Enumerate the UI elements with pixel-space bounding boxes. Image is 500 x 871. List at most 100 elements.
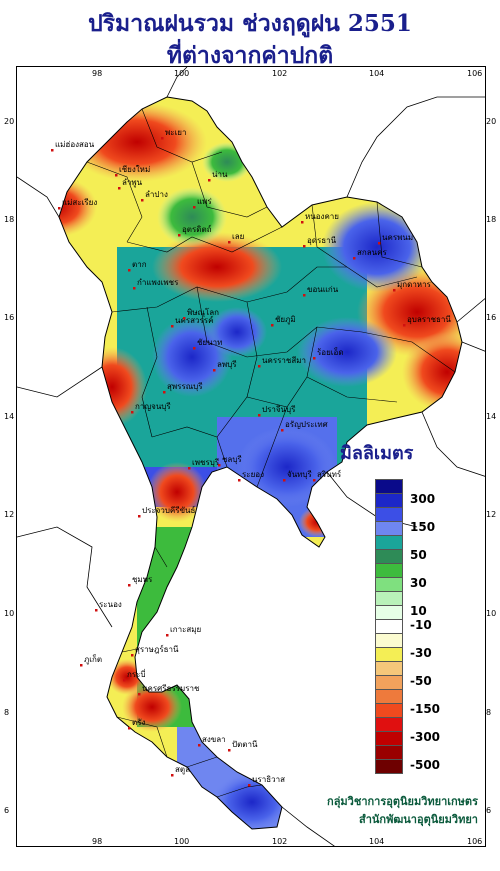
legend-swatch: [375, 479, 403, 494]
station-marker: [228, 749, 231, 752]
province-label: กาญจนบุรี: [135, 402, 171, 411]
legend-label: 50: [410, 548, 427, 562]
station-marker: [51, 149, 54, 152]
station-marker: [138, 515, 141, 518]
station-marker: [378, 242, 381, 245]
station-marker: [208, 179, 211, 182]
station-marker: [228, 241, 231, 244]
legend-swatch: [375, 619, 403, 634]
province-label: ชัยภูมิ: [275, 315, 296, 325]
province-label: ตรัง: [132, 718, 145, 727]
province-label: ชัยนาท: [197, 338, 222, 347]
y-tick-left: 20: [4, 117, 15, 126]
province-label: อุดรธานี: [307, 236, 337, 245]
province-label: จันทบุรี: [287, 470, 313, 479]
province-label: มุกดาหาร: [397, 280, 432, 289]
station-marker: [58, 207, 61, 210]
x-tick-top: 106: [467, 69, 483, 78]
credit-line-1: กลุ่มวิชาการอุตุนิยมวิทยาเกษตร: [327, 795, 478, 808]
legend-label: 300: [410, 492, 436, 506]
legend-label: -10: [410, 618, 432, 632]
province-label: ชุมพร: [132, 575, 153, 584]
x-tick-top: 102: [272, 69, 288, 78]
province-boundaries: [86, 108, 456, 798]
y-tick-left: 6: [4, 806, 10, 815]
station-marker: [141, 199, 144, 202]
province-label: สงขลา: [202, 735, 226, 744]
y-tick-right: 16: [486, 313, 497, 322]
province-label: นครสวรรค์: [175, 315, 213, 325]
legend-swatch: [375, 549, 403, 564]
station-marker: [171, 774, 174, 777]
province-label: ระยอง: [242, 470, 264, 479]
province-label: อุบลราชธานี: [407, 315, 451, 324]
station-marker: [161, 137, 164, 140]
province-label: สกลนคร: [357, 248, 387, 257]
province-label: ชลบุรี: [222, 455, 242, 464]
province-label: เลย: [232, 232, 244, 241]
credit-line-2: สำนักพัฒนาอุตุนิยมวิทยา: [359, 813, 478, 826]
province-label: นครศรีธรรมราช: [142, 684, 200, 693]
station-marker: [183, 317, 186, 320]
x-tick-bottom: 98: [92, 837, 103, 846]
legend-swatch: [375, 493, 403, 508]
station-marker: [193, 347, 196, 350]
legend-swatch: [375, 661, 403, 676]
legend-label: -150: [410, 702, 441, 716]
station-marker: [248, 784, 251, 787]
legend-swatch: [375, 535, 403, 550]
station-marker: [271, 324, 274, 327]
station-marker: [133, 287, 136, 290]
province-label: สุพรรณบุรี: [167, 382, 203, 391]
station-marker: [403, 324, 406, 327]
x-tick-top: 104: [369, 69, 385, 78]
y-tick-right: 12: [486, 510, 497, 519]
province-label: ขอนแก่น: [307, 285, 339, 294]
province-label: พะเยา: [165, 128, 186, 137]
legend-label: -300: [410, 730, 441, 744]
province-label: น่าน: [212, 170, 228, 179]
station-marker: [193, 206, 196, 209]
neighbor-borders: [17, 67, 485, 846]
legend-swatch: [375, 577, 403, 592]
station-marker: [281, 429, 284, 432]
province-label: ระนอง: [99, 600, 122, 609]
province-label: ภูเก็ต: [84, 654, 102, 665]
y-tick-right: 14: [486, 412, 497, 421]
x-tick-bottom: 106: [467, 837, 483, 846]
station-marker: [313, 357, 316, 360]
y-tick-left: 12: [4, 510, 15, 519]
y-tick-right: 18: [486, 215, 497, 224]
province-label: ลำพูน: [122, 178, 143, 188]
station-marker: [128, 584, 131, 587]
y-tick-right: 20: [486, 117, 497, 126]
station-marker: [283, 479, 286, 482]
station-marker: [95, 609, 98, 612]
legend-swatch: [375, 605, 403, 620]
province-label: พิษณุโลก: [187, 307, 219, 317]
legend-label: 150: [410, 520, 436, 534]
legend-swatch: [375, 689, 403, 704]
y-tick-right: 8: [486, 708, 492, 717]
province-label: ลำปาง: [145, 190, 168, 199]
province-label: นครราชสีมา: [262, 356, 306, 365]
legend-label: 10: [410, 604, 427, 618]
y-tick-left: 8: [4, 708, 10, 717]
legend-label: -30: [410, 646, 432, 660]
station-marker: [258, 365, 261, 368]
station-marker: [131, 411, 134, 414]
province-label: สตูล: [175, 765, 190, 775]
station-marker: [138, 693, 141, 696]
map-title: ปริมาณฝนรวม ช่วงฤดูฝน 2551: [88, 10, 412, 37]
station-marker: [188, 467, 191, 470]
legend-swatch: [375, 717, 403, 732]
province-label: แพร่: [197, 197, 212, 206]
province-label: กระบี่: [127, 668, 146, 679]
province-label: สุรินทร์: [317, 469, 342, 479]
station-marker: [166, 634, 169, 637]
province-label: สุราษฎร์ธานี: [135, 644, 179, 654]
province-label: แม่สะเรียง: [62, 198, 97, 207]
province-label: หนองคาย: [305, 212, 339, 221]
legend-label: -500: [410, 758, 441, 772]
x-tick-bottom: 104: [369, 837, 385, 846]
